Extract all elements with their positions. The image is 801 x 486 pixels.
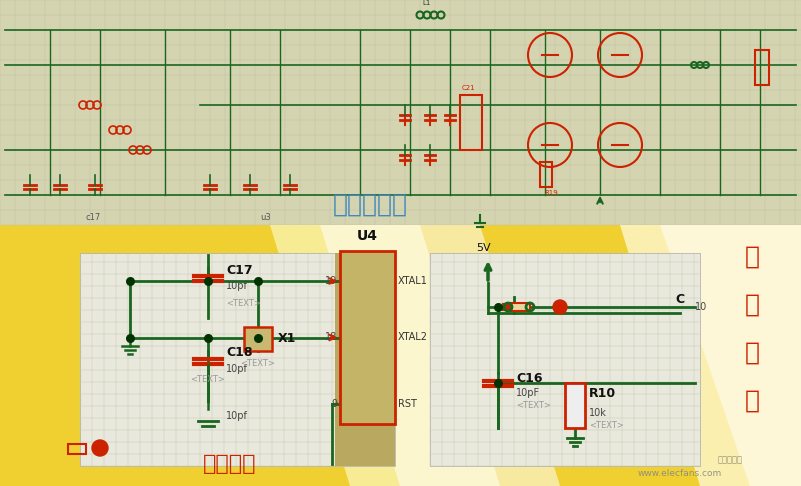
Bar [510, 303, 530, 311]
Text: 复: 复 [744, 245, 759, 269]
Text: 10pf: 10pf [226, 364, 248, 374]
Bar [80, 253, 395, 466]
Polygon shape [620, 225, 801, 486]
Text: <TEXT>: <TEXT> [240, 360, 276, 368]
Point [252, 333, 264, 341]
Text: C16: C16 [516, 371, 542, 384]
Text: <TEXT>: <TEXT> [589, 420, 624, 430]
Point [492, 303, 505, 311]
Text: <TEXT>: <TEXT> [191, 375, 225, 383]
Text: R19: R19 [544, 190, 557, 196]
Bar [340, 251, 395, 424]
Text: XTAL1: XTAL1 [398, 276, 428, 286]
Point [123, 333, 136, 341]
Text: 5V: 5V [476, 243, 491, 253]
Text: X1: X1 [278, 332, 296, 346]
Text: 10k: 10k [589, 408, 607, 418]
Text: L1: L1 [422, 0, 430, 6]
Text: C21: C21 [462, 85, 476, 91]
Bar [755, 50, 769, 85]
Text: 时钟电路: 时钟电路 [203, 454, 257, 474]
Text: <TEXT>: <TEXT> [226, 298, 261, 308]
Text: 10pF: 10pF [516, 388, 540, 398]
Text: www.elecfans.com: www.elecfans.com [638, 469, 723, 478]
Text: XTAL2: XTAL2 [398, 332, 428, 343]
Point [492, 379, 505, 387]
Text: C17: C17 [226, 263, 252, 277]
Point [202, 333, 215, 341]
Text: 路: 路 [744, 389, 759, 413]
Bar [460, 95, 482, 150]
Text: C: C [675, 293, 685, 306]
Text: u3: u3 [260, 213, 271, 222]
Text: <TEXT>: <TEXT> [516, 400, 551, 410]
Text: 电子爱好者: 电子爱好者 [718, 455, 743, 464]
Text: 10: 10 [695, 302, 707, 312]
Text: U4: U4 [357, 229, 378, 243]
Text: 位: 位 [744, 293, 759, 317]
Point [252, 277, 264, 285]
Text: 19: 19 [324, 276, 337, 286]
Circle shape [553, 300, 567, 314]
Circle shape [92, 440, 108, 456]
Text: RST: RST [398, 399, 417, 409]
Text: 9: 9 [331, 399, 337, 409]
Bar [430, 253, 700, 466]
Bar [0, 225, 801, 486]
Bar [565, 383, 585, 428]
Text: 18: 18 [324, 332, 337, 343]
Point [202, 277, 215, 285]
Text: R10: R10 [589, 386, 616, 399]
Bar [68, 444, 86, 454]
Polygon shape [320, 225, 560, 486]
Text: 10pf: 10pf [226, 281, 248, 291]
Text: C18: C18 [226, 347, 252, 360]
Polygon shape [660, 225, 801, 486]
Polygon shape [270, 225, 500, 486]
Bar [244, 327, 272, 351]
Bar [540, 162, 552, 187]
Point [123, 277, 136, 285]
Bar [335, 253, 395, 466]
Text: c17: c17 [85, 213, 100, 222]
Text: 系统主电路: 系统主电路 [332, 193, 408, 217]
Text: 10pf: 10pf [226, 411, 248, 421]
Bar [0, 0, 801, 225]
Text: 电: 电 [744, 341, 759, 365]
